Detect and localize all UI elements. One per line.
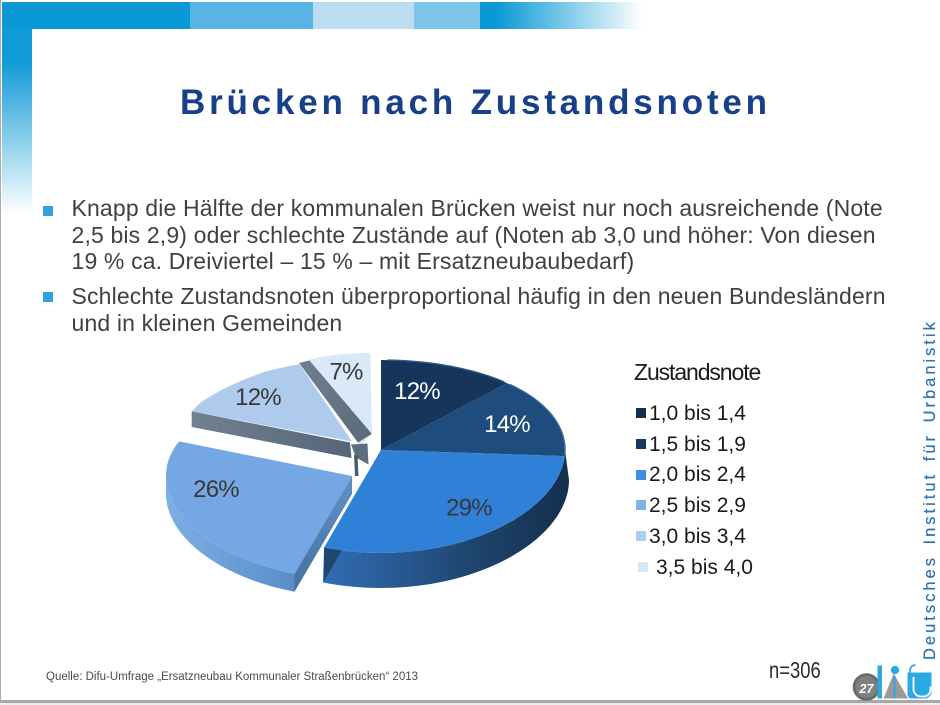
svg-text:26%: 26%: [193, 476, 239, 503]
svg-text:29%: 29%: [446, 495, 492, 522]
svg-text:27: 27: [859, 682, 875, 696]
svg-text:14%: 14%: [484, 411, 530, 438]
svg-text:12%: 12%: [394, 378, 440, 405]
svg-text:12%: 12%: [235, 384, 281, 411]
svg-text:7%: 7%: [329, 359, 363, 386]
